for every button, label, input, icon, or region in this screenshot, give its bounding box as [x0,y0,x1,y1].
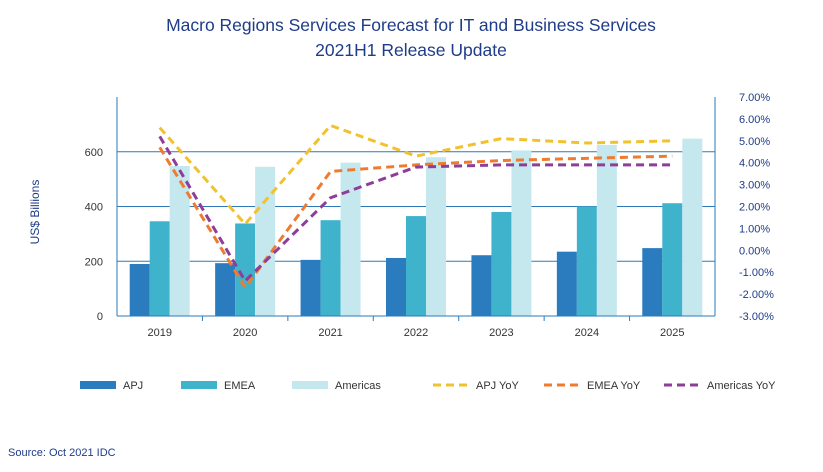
x-tick-label: 2019 [147,327,171,339]
bar-emea [320,220,341,316]
y2-tick-label: -1.00% [739,267,774,279]
line-apj-yoy [158,123,673,227]
bar-americas [340,162,361,316]
bar-apj [471,255,492,316]
x-tick-label: 2020 [233,327,257,339]
y-tick-label: 600 [85,147,103,159]
y2-tick-label: 3.00% [739,180,770,192]
legend-swatch-apj [80,381,116,389]
y-tick-label: 200 [85,256,103,268]
legend-swatch-emea [181,381,217,389]
x-tick-label: 2024 [575,327,599,339]
bar-americas [426,157,446,316]
line-series [158,123,673,291]
x-tick-label: 2025 [660,327,684,339]
axes: 0 200 400 600 -3.00% -2.00% -1.00% 0.00% 1.00% 2.… [85,92,774,339]
bar-apj [642,248,663,316]
y2-tick-label: -2.00% [739,289,774,301]
y2-tick-label: 7.00% [739,92,770,104]
y-tick-label: 400 [85,202,103,214]
bar-emea [491,211,512,316]
legend-label-apj-yoy: APJ YoY [476,380,519,392]
y2-tick-label: 6.00% [739,114,770,126]
y-tick-label: 0 [97,311,103,323]
bar-apj [386,257,406,316]
legend-label-americas: Americas [335,380,381,392]
y2-tick-label: -3.00% [739,311,774,323]
chart-subtitle: 2021H1 Release Update [315,40,507,60]
bar-apj [129,263,150,316]
y2-tick-label: 1.00% [739,223,770,235]
bar-emea [149,221,170,316]
bar-apj [300,259,321,316]
legend-label-emea: EMEA [224,380,256,392]
legend-label-americas-yoy: Americas YoY [707,380,776,392]
bar-emea [662,203,683,316]
chart: Macro Regions Services Forecast for IT a… [28,15,776,392]
y2-tick-label: 4.00% [739,158,770,170]
bar-americas [511,150,532,316]
x-tick-label: 2022 [404,327,428,339]
bar-americas [169,165,190,316]
bar-series [129,138,703,316]
bar-americas [596,144,617,316]
source-note: Source: Oct 2021 IDC [8,447,116,459]
line-americas-yoy [158,135,673,284]
legend: APJ EMEA Americas APJ YoY EMEA YoY Americas Y… [80,380,776,392]
x-tick-label: 2021 [318,327,342,339]
bar-emea [235,223,256,316]
bar-emea [576,206,597,316]
y-axis-label: US$ Billions [28,180,42,245]
legend-swatch-americas [292,381,328,389]
bar-apj [215,263,236,316]
bar-emea [406,216,426,316]
y2-tick-label: 0.00% [739,245,770,257]
legend-label-apj: APJ [123,380,143,392]
y2-tick-label: 2.00% [739,202,770,214]
bar-americas [682,138,703,316]
chart-title: Macro Regions Services Forecast for IT a… [166,15,656,35]
x-tick-label: 2023 [489,327,513,339]
bar-apj [556,251,577,316]
bar-americas [255,166,276,316]
line-emea-yoy [158,146,673,291]
legend-label-emea-yoy: EMEA YoY [587,380,641,392]
y2-tick-label: 5.00% [739,136,770,148]
